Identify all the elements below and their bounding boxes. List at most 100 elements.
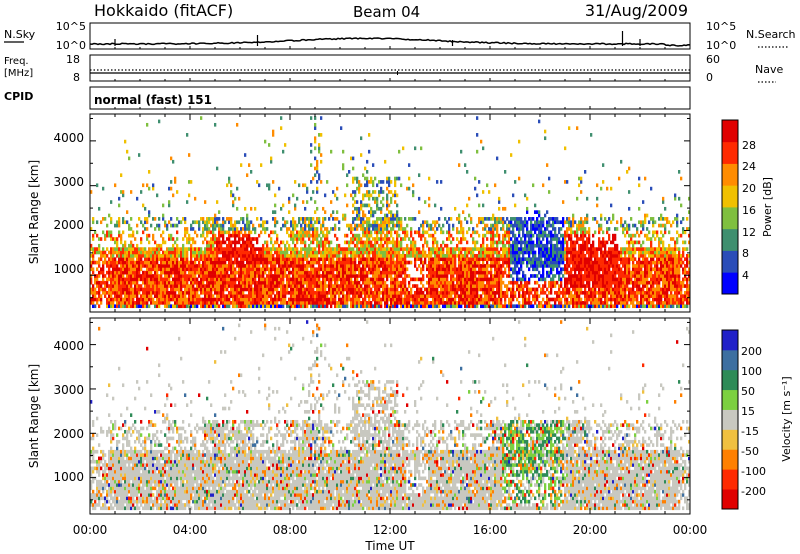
range-cell [488, 294, 491, 298]
range-cell [442, 274, 445, 278]
range-cell [96, 220, 99, 225]
range-cell [320, 294, 323, 298]
range-cell [468, 301, 471, 305]
range-cell [352, 290, 355, 295]
range-cell [350, 264, 353, 268]
range-cell [308, 264, 311, 268]
range-cell [190, 237, 193, 241]
range-cell [302, 260, 305, 265]
range-cell [398, 301, 401, 305]
range-cell [370, 180, 373, 184]
range-cell [368, 260, 371, 265]
range-cell [200, 267, 203, 272]
range-cell [90, 277, 93, 282]
range-cell [94, 297, 97, 302]
range-cell [402, 287, 405, 292]
range-cell [348, 294, 351, 298]
range-cell [304, 257, 307, 262]
range-cell [260, 290, 263, 295]
range-cell [494, 270, 497, 275]
range-cell [164, 253, 167, 258]
range-cell [408, 294, 411, 298]
range-cell [356, 180, 359, 184]
range-cell [264, 280, 267, 285]
range-cell [436, 247, 439, 251]
range-cell [444, 274, 447, 278]
range-cell [210, 247, 213, 251]
range-cell [154, 250, 157, 255]
range-cell [130, 287, 133, 292]
range-cell [316, 233, 319, 238]
range-cell [288, 297, 291, 302]
range-cell [90, 267, 93, 272]
range-cell [122, 190, 125, 194]
range-cell [374, 196, 377, 201]
range-cell [382, 217, 385, 221]
range-cell [256, 260, 259, 265]
range-cell [374, 200, 377, 204]
range-cell [280, 284, 283, 288]
range-cell [366, 301, 369, 305]
range-cell [434, 240, 437, 245]
range-cell [158, 274, 161, 278]
range-cell [232, 301, 235, 305]
range-cell [332, 210, 335, 214]
range-cell [518, 217, 521, 221]
range-cell [206, 287, 209, 292]
range-cell [304, 227, 307, 231]
range-cell [480, 217, 483, 221]
range-cell [478, 301, 481, 305]
range-cell [384, 264, 387, 268]
range-cell [422, 301, 425, 305]
range-cell [508, 280, 511, 285]
range-cell [144, 250, 147, 255]
range-cell [520, 243, 523, 248]
range-cell [190, 223, 193, 228]
range-cell [216, 267, 219, 272]
range-cell [440, 247, 443, 251]
range-cell [162, 277, 165, 282]
range-cell [466, 253, 469, 258]
range-cell [402, 247, 405, 251]
range-cell [218, 223, 221, 228]
range-cell [434, 304, 437, 309]
range-cell [352, 280, 355, 285]
range-cell [378, 180, 381, 184]
range-cell [250, 267, 253, 272]
range-cell [530, 287, 533, 292]
range-cell [526, 243, 529, 248]
range-cell [118, 203, 121, 208]
range-cell [440, 267, 443, 272]
range-cell [530, 227, 533, 231]
range-cell [380, 253, 383, 258]
range-cell [358, 264, 361, 268]
range-cell [514, 264, 517, 268]
range-cell [394, 287, 397, 292]
range-cell [166, 260, 169, 265]
range-cell [376, 257, 379, 262]
range-cell [160, 287, 163, 292]
range-cell [264, 257, 267, 262]
range-cell [140, 277, 143, 282]
range-cell [522, 250, 525, 255]
range-cell [380, 243, 383, 248]
range-cell [510, 247, 513, 251]
range-cell [170, 233, 173, 238]
range-cell [358, 280, 361, 285]
range-cell [294, 270, 297, 275]
range-cell [448, 237, 451, 241]
range-cell [524, 257, 527, 262]
range-cell [146, 270, 149, 275]
range-cell [136, 267, 139, 272]
range-cell [266, 267, 269, 272]
range-cell [264, 290, 267, 295]
range-cell [114, 237, 117, 241]
range-cell [116, 260, 119, 265]
range-cell [370, 277, 373, 282]
range-cell [516, 274, 519, 278]
range-cell [182, 264, 185, 268]
range-cell [136, 287, 139, 292]
range-cell [388, 257, 391, 262]
range-cell [178, 284, 181, 288]
range-cell [478, 267, 481, 272]
